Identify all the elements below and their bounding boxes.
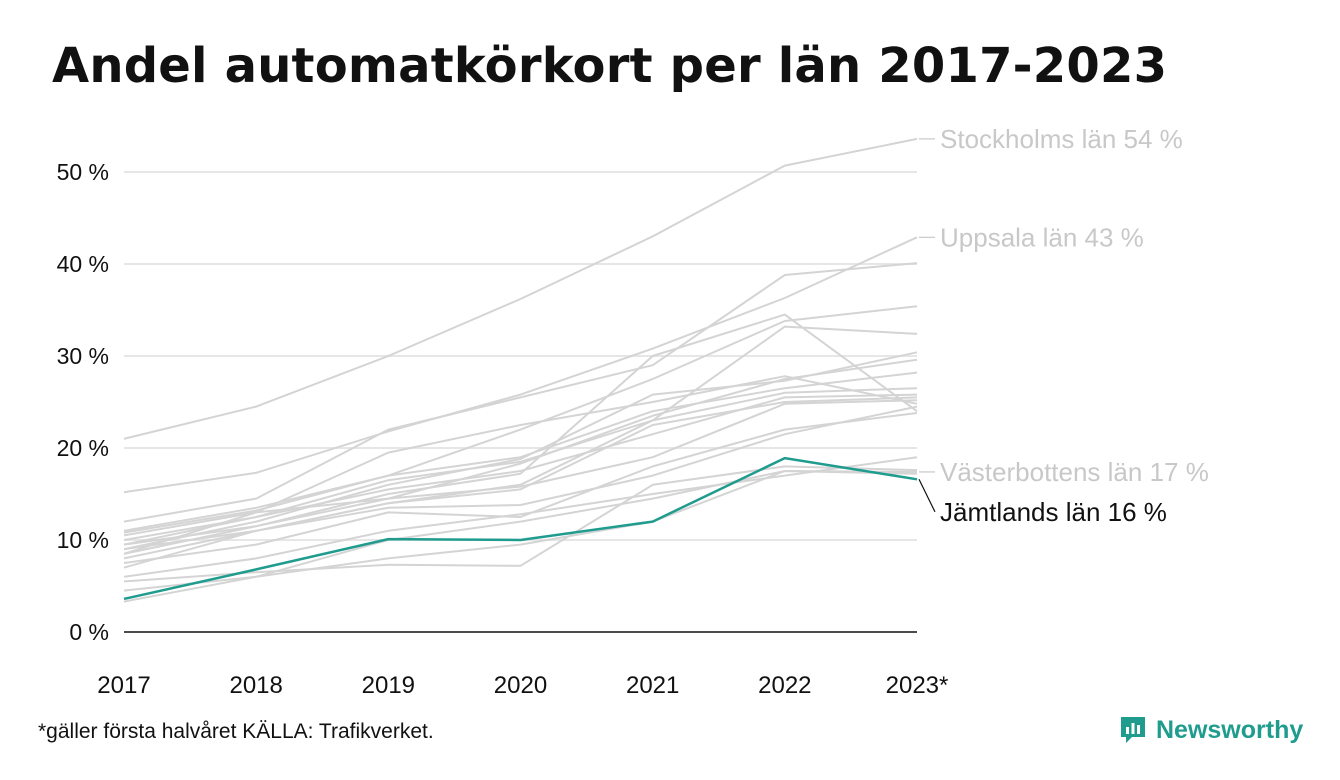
series-line-län-5 (123, 262, 918, 523)
highlight-series (123, 456, 918, 601)
label-connectors (918, 138, 936, 513)
series-line-län-6 (123, 305, 918, 534)
x-tick-label: 2018 (229, 672, 282, 699)
footnote: *gäller första halvåret KÄLLA: Trafikver… (38, 720, 434, 743)
y-tick-label: 10 % (57, 527, 109, 553)
series-line-län-11 (123, 375, 918, 537)
series-label-stockholms-län: Stockholms län 54 % (940, 124, 1183, 154)
series-labels: Stockholms län 54 % Uppsala län 43 % Väste… (940, 124, 1209, 527)
y-tick-label: 20 % (57, 435, 109, 461)
series-line-län-21 (123, 371, 918, 532)
series-line-län-18 (123, 465, 918, 583)
x-tick-label: 2020 (494, 672, 547, 699)
chart-title: Andel automatkörkort per län 2017-2023 (52, 38, 1168, 94)
series-line-uppsala-län (123, 236, 918, 494)
brand[interactable]: Newsworthy (1118, 714, 1303, 746)
series-line-län-20 (123, 393, 918, 546)
series-line-jämtlands-län (123, 456, 918, 601)
y-axis-ticks: 0 % 10 % 20 % 30 % 40 % 50 % (57, 159, 109, 645)
x-tick-label: 2023* (886, 672, 949, 699)
x-tick-label: 2021 (626, 672, 679, 699)
series-line-stockholms-län (123, 137, 918, 440)
series-line-län-17 (123, 456, 918, 578)
newsworthy-logo-icon (1121, 717, 1145, 743)
y-tick-label: 30 % (57, 343, 109, 369)
series-label-jämtlands-län: Jämtlands län 16 % (940, 497, 1167, 527)
label-connector (918, 479, 936, 513)
y-tick-label: 40 % (57, 251, 109, 277)
y-tick-label: 50 % (57, 159, 109, 185)
x-tick-label: 2017 (97, 672, 150, 699)
series-line-län-10 (123, 358, 918, 555)
y-tick-label: 0 % (69, 619, 109, 645)
series-line-län-9 (123, 351, 918, 551)
x-axis-ticks: 2017 2018 2019 2020 2021 2022 2023* (97, 672, 948, 699)
series-line-län-15 (123, 405, 918, 569)
series-label-västerbottens-län: Västerbottens län 17 % (940, 457, 1209, 487)
series-label-uppsala-län: Uppsala län 43 % (940, 222, 1144, 252)
series-line-län-7 (123, 325, 918, 541)
background-series (123, 137, 918, 603)
series-line-län-19 (123, 470, 918, 603)
x-tick-label: 2019 (362, 672, 415, 699)
x-tick-label: 2022 (758, 672, 811, 699)
series-line-län-16 (123, 412, 918, 564)
series-line-län-14 (123, 399, 918, 555)
brand-name: Newsworthy (1156, 715, 1304, 744)
